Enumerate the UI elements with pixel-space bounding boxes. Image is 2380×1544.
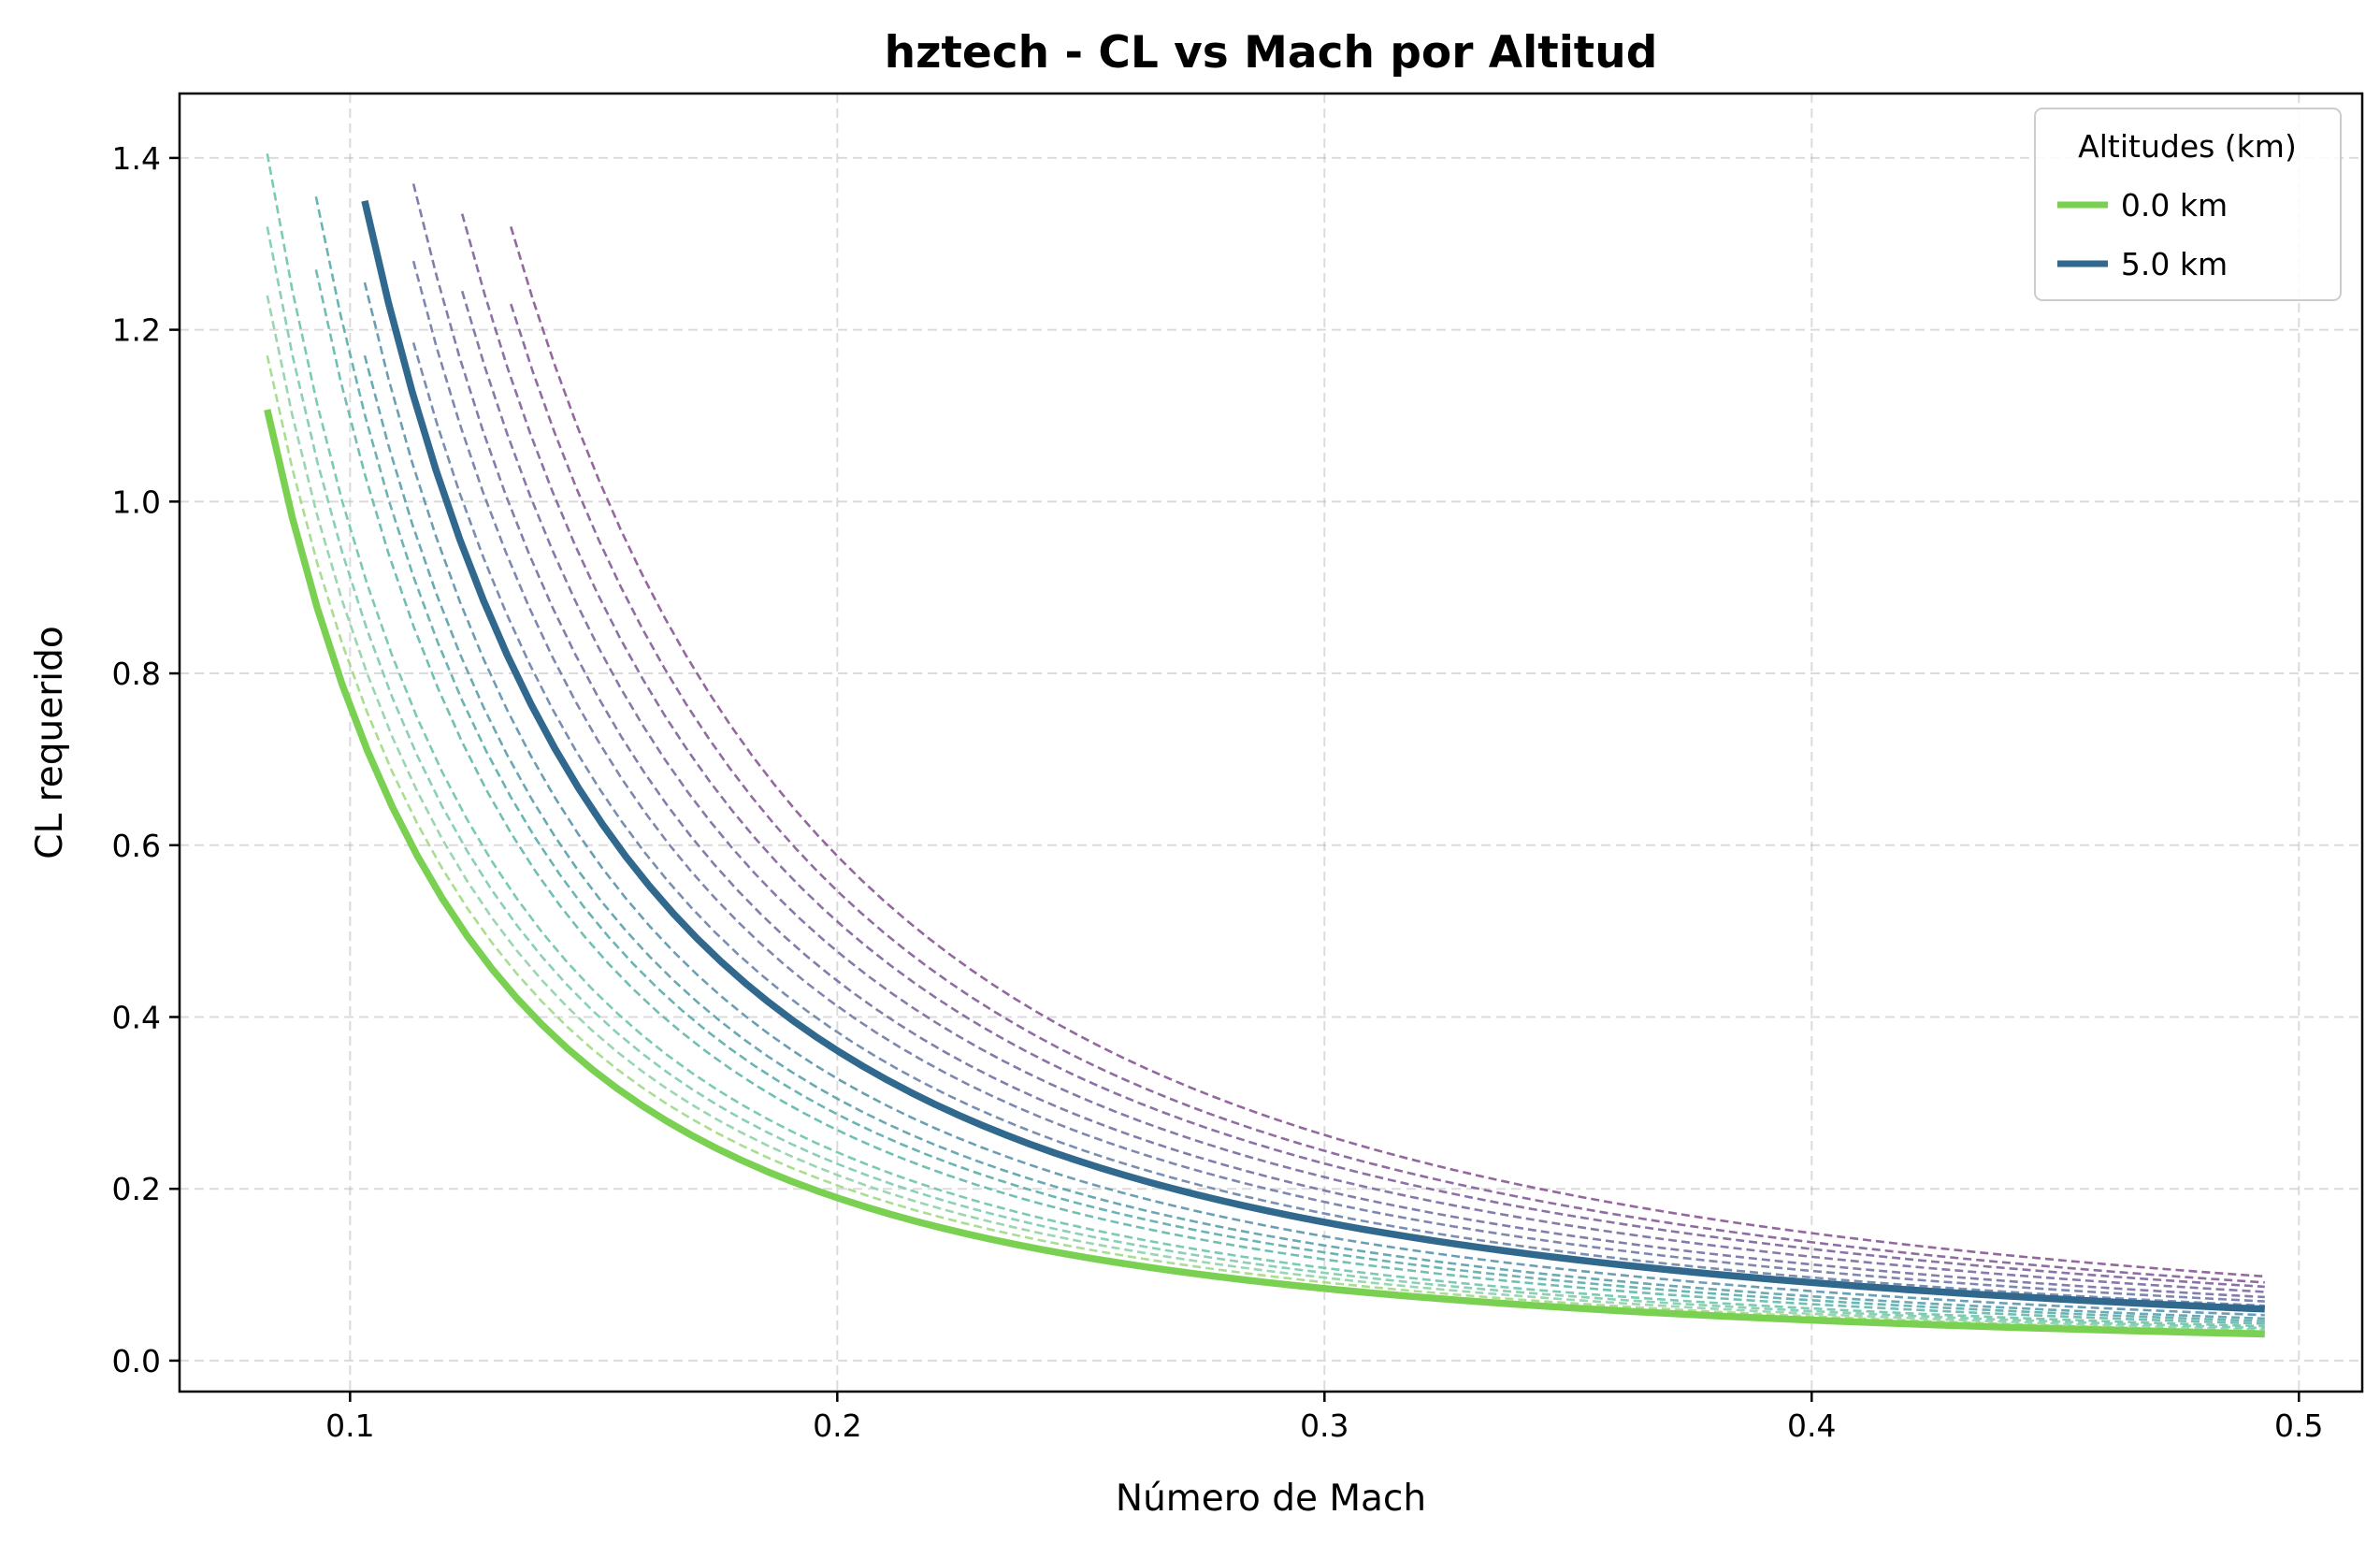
x-tick-label: 0.3	[1300, 1407, 1349, 1444]
legend-title: Altitudes (km)	[2078, 128, 2297, 165]
series-line-altitude-7	[363, 354, 2265, 1320]
series-line-altitude-11	[411, 260, 2265, 1303]
y-ticks: 0.0 0.2 0.4 0.6 0.8 1.0 1.2 1.4	[112, 140, 180, 1379]
chart-title: hztech - CL vs Mach por Altitud	[885, 27, 1658, 79]
series-line-altitude-2	[266, 295, 2265, 1332]
series-line-altitude-1	[266, 354, 2265, 1333]
series-line-altitude-13	[460, 290, 2265, 1293]
series-line-altitude-6	[314, 195, 2265, 1322]
series-line-altitude-10	[411, 342, 2265, 1307]
y-tick-label: 0.0	[112, 1343, 161, 1379]
x-tick-label: 0.2	[813, 1407, 861, 1444]
y-tick-label: 0.8	[112, 656, 161, 692]
x-tick-label: 0.5	[2274, 1407, 2323, 1444]
y-tick-label: 1.0	[112, 483, 161, 520]
x-axis-title: Número de Mach	[1116, 1478, 1426, 1520]
series-line-5-0-km	[361, 199, 2265, 1313]
legend: Altitudes (km) 0.0 km 5.0 km	[2034, 108, 2342, 301]
plot-frame	[178, 92, 2364, 1393]
series-line-0-0-km	[264, 409, 2265, 1338]
series-line-altitude-4	[266, 153, 2265, 1328]
y-tick-label: 0.6	[112, 828, 161, 864]
x-tick-label: 0.4	[1787, 1407, 1836, 1444]
series-line-altitude-14	[460, 213, 2265, 1289]
series-line-altitude-16	[510, 226, 2265, 1278]
legend-label-5-km: 5.0 km	[2121, 246, 2228, 282]
legend-label-0-km: 0.0 km	[2121, 187, 2228, 224]
y-tick-label: 0.2	[112, 1171, 161, 1207]
x-tick-label: 0.1	[325, 1407, 374, 1444]
series-line-altitude-12	[411, 183, 2265, 1299]
y-tick-label: 0.4	[112, 999, 161, 1035]
x-ticks: 0.1 0.2 0.3 0.4 0.5	[325, 1392, 2324, 1444]
series-line-altitude-8	[363, 281, 2265, 1317]
y-axis-title: CL requerido	[29, 626, 71, 859]
legend-box	[2034, 108, 2342, 301]
grid	[180, 94, 2362, 1392]
y-tick-label: 1.4	[112, 140, 161, 177]
series-layer	[264, 153, 2265, 1338]
series-line-altitude-15	[510, 303, 2265, 1284]
y-tick-label: 1.2	[112, 312, 161, 349]
